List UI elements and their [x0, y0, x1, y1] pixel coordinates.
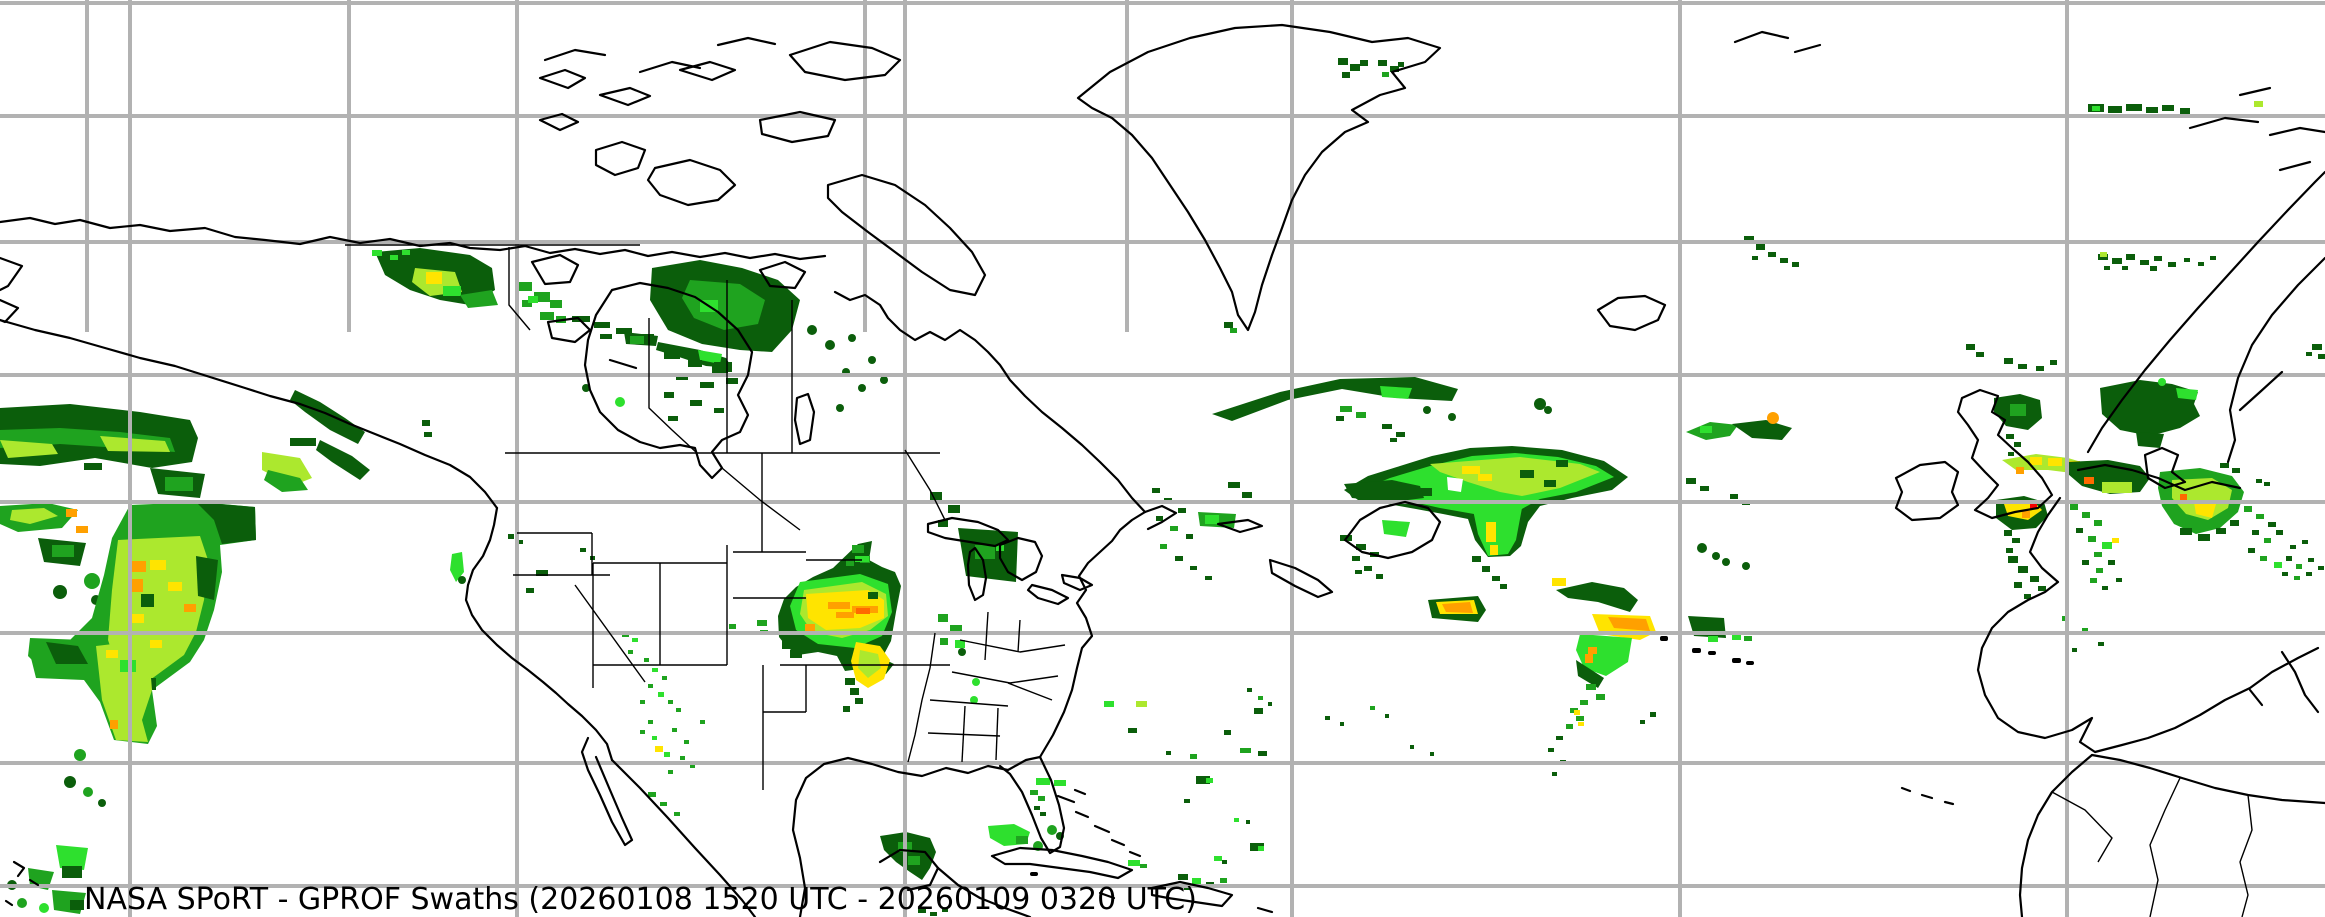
map-title: NASA SPoRT - GPROF Swaths (20260108 1520… [84, 881, 1197, 917]
island-dots [1030, 636, 1754, 876]
coastlines [0, 23, 2325, 917]
precip-swaths [0, 58, 2325, 916]
political-borders [345, 244, 2253, 917]
